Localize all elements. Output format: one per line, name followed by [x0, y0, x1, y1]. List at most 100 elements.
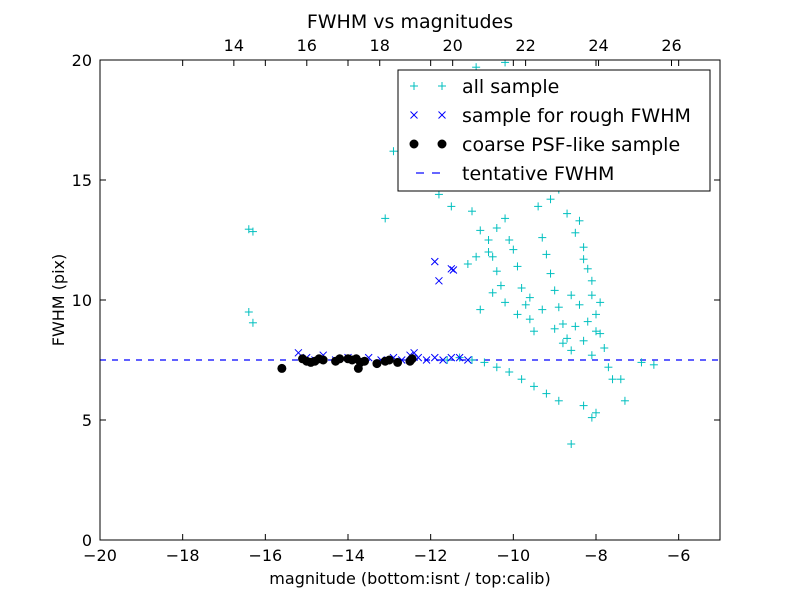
legend-item: coarse PSF-like sample	[409, 134, 680, 156]
y-tick-label: 20	[72, 51, 92, 70]
data-point	[546, 269, 555, 278]
data-point	[563, 334, 572, 343]
data-point	[480, 358, 489, 367]
x-stroke-b	[422, 356, 431, 364]
x-tick-label: −8	[584, 546, 608, 565]
data-point	[248, 227, 257, 236]
data-point	[525, 315, 534, 324]
legend-label: tentative FWHM	[462, 163, 614, 185]
data-point	[472, 252, 481, 261]
data-point	[579, 255, 588, 264]
chart-title: FWHM vs magnitudes	[307, 11, 513, 33]
data-point	[384, 355, 394, 365]
data-point	[530, 382, 538, 391]
legend-marker	[438, 82, 446, 90]
x-stroke-b	[435, 276, 443, 285]
x-tick-label: −16	[248, 546, 282, 565]
top-x-tick-label: 26	[661, 36, 681, 55]
data-point	[579, 243, 588, 252]
x-tick-label: −10	[496, 546, 530, 565]
data-point	[587, 291, 596, 300]
data-point	[434, 190, 443, 199]
data-point	[505, 236, 514, 244]
top-x-tick-label: 24	[588, 36, 608, 55]
data-point	[579, 401, 588, 410]
x-stroke-b	[464, 356, 472, 364]
x-stroke-b	[430, 257, 439, 266]
data-point	[517, 284, 526, 292]
y-tick-label: 0	[82, 531, 92, 550]
data-point	[563, 209, 572, 218]
data-point	[484, 236, 493, 244]
data-point	[587, 413, 596, 422]
data-point	[468, 356, 476, 364]
data-point	[554, 396, 563, 405]
data-point	[335, 354, 345, 364]
data-point	[447, 202, 456, 211]
data-point	[604, 363, 613, 372]
data-point	[583, 317, 592, 326]
x-tick-label: −14	[331, 546, 365, 565]
data-point	[488, 252, 497, 261]
data-point	[525, 293, 534, 302]
data-point	[492, 267, 501, 276]
data-point	[542, 250, 551, 259]
data-point	[488, 288, 497, 297]
data-point	[455, 353, 464, 362]
legend-marker	[410, 82, 418, 90]
data-point	[492, 224, 501, 232]
x-stroke-b	[447, 264, 456, 273]
data-point	[501, 298, 510, 307]
data-point	[505, 368, 514, 376]
top-x-tick-label: 14	[224, 36, 244, 55]
data-point	[571, 228, 580, 237]
data-point	[496, 281, 505, 290]
y-tick-label: 5	[82, 411, 92, 430]
legend-marker	[437, 139, 447, 149]
data-point	[616, 375, 625, 384]
legend-marker	[438, 111, 446, 119]
legend-label: coarse PSF-like sample	[462, 134, 680, 156]
data-point	[422, 356, 431, 364]
data-point	[468, 207, 476, 216]
legend-item: all sample	[410, 76, 559, 98]
data-point	[435, 276, 443, 285]
data-point	[542, 389, 551, 398]
legend-marker	[410, 111, 418, 119]
data-point	[567, 291, 576, 300]
y-tick-label: 15	[72, 171, 92, 190]
legend-label: all sample	[462, 76, 559, 98]
data-point	[546, 195, 555, 204]
data-point	[492, 363, 501, 372]
data-point	[530, 327, 538, 336]
data-point	[534, 202, 543, 211]
data-point	[596, 329, 605, 338]
data-point	[443, 356, 452, 364]
legend-item: sample for rough FWHM	[410, 105, 691, 127]
data-point	[558, 339, 567, 348]
data-point	[620, 396, 629, 405]
x-stroke-b	[447, 353, 456, 362]
legend-marker	[409, 139, 419, 149]
data-point	[393, 357, 403, 367]
data-point	[513, 262, 522, 271]
data-point	[248, 318, 257, 327]
data-point	[592, 408, 600, 417]
data-point	[558, 320, 567, 328]
data-point	[649, 360, 658, 369]
data-point	[360, 356, 370, 366]
data-point	[501, 214, 510, 223]
axis-ticks: −20 −18 −16 −14 −12 −10 −8 −6 0 5 10 15 20 14 16 18 20 22…	[72, 36, 720, 565]
data-point	[550, 324, 559, 333]
data-point	[244, 225, 253, 234]
data-point	[439, 356, 447, 364]
data-point	[318, 355, 328, 365]
x-stroke-b	[439, 356, 447, 364]
data-point	[430, 257, 439, 266]
series-coarse-psf-like-sample	[277, 354, 417, 373]
data-point	[567, 346, 576, 355]
data-point	[567, 440, 576, 448]
x-stroke-b	[410, 111, 418, 119]
data-point	[463, 260, 472, 268]
